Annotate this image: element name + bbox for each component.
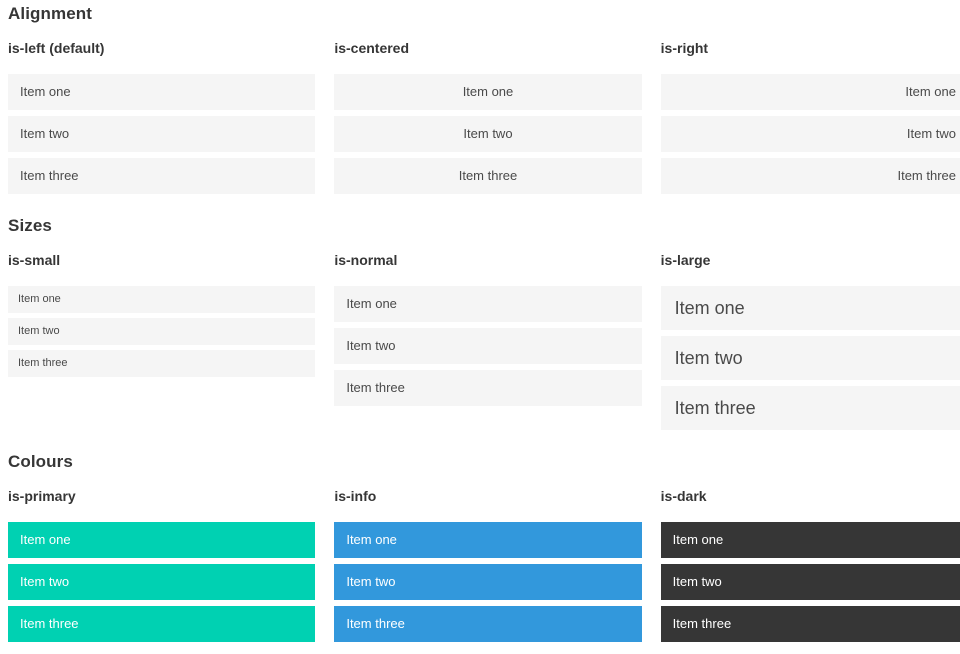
- list-item[interactable]: Item three: [8, 158, 316, 194]
- section-title-alignment: Alignment: [8, 4, 93, 23]
- list-item[interactable]: Item two: [8, 116, 316, 152]
- list-item[interactable]: Item three: [660, 606, 960, 642]
- variant-label-is-centered: is-centered: [334, 40, 410, 56]
- variant-label-is-right: is-right: [660, 40, 709, 56]
- list-item[interactable]: Item one: [334, 74, 642, 110]
- list-item[interactable]: Item three: [8, 350, 316, 377]
- variant-label-is-small: is-small: [8, 252, 61, 268]
- list-item[interactable]: Item three: [334, 370, 642, 406]
- list-item[interactable]: Item one: [660, 286, 960, 330]
- list-item[interactable]: Item two: [8, 318, 316, 345]
- alignment-demo-grid: is-left (default) Item one Item two Item…: [8, 40, 960, 194]
- demo-column-is-dark: is-dark Item one Item two Item three: [660, 488, 960, 642]
- list-item[interactable]: Item one: [8, 522, 316, 558]
- list-item[interactable]: Item two: [660, 564, 960, 600]
- list-item[interactable]: Item one: [334, 286, 642, 322]
- demo-column-is-left: is-left (default) Item one Item two Item…: [8, 40, 316, 194]
- list-item[interactable]: Item two: [660, 336, 960, 380]
- item-list-is-dark: Item one Item two Item three: [660, 522, 960, 642]
- colours-demo-grid: is-primary Item one Item two Item three …: [8, 488, 960, 642]
- item-list-is-info: Item one Item two Item three: [334, 522, 642, 642]
- list-item[interactable]: Item two: [8, 564, 316, 600]
- section-title-sizes: Sizes: [8, 216, 52, 235]
- list-item[interactable]: Item one: [8, 286, 316, 313]
- sizes-demo-grid: is-small Item one Item two Item three is…: [8, 252, 960, 430]
- item-list-is-primary: Item one Item two Item three: [8, 522, 316, 642]
- demo-column-is-large: is-large Item one Item two Item three: [660, 252, 960, 430]
- item-list-is-left: Item one Item two Item three: [8, 74, 316, 194]
- list-item[interactable]: Item one: [660, 522, 960, 558]
- item-list-is-large: Item one Item two Item three: [660, 286, 960, 430]
- list-item[interactable]: Item three: [660, 158, 960, 194]
- item-list-is-right: Item one Item two Item three: [660, 74, 960, 194]
- list-item[interactable]: Item one: [660, 74, 960, 110]
- list-item[interactable]: Item three: [660, 386, 960, 430]
- variant-label-is-left: is-left (default): [8, 40, 105, 56]
- variant-label-is-large: is-large: [660, 252, 711, 268]
- demo-column-is-normal: is-normal Item one Item two Item three: [334, 252, 642, 406]
- variant-label-is-primary: is-primary: [8, 488, 76, 504]
- item-list-is-centered: Item one Item two Item three: [334, 74, 642, 194]
- section-title-colours: Colours: [8, 452, 73, 471]
- variant-label-is-normal: is-normal: [334, 252, 398, 268]
- list-item[interactable]: Item two: [334, 116, 642, 152]
- list-item[interactable]: Item one: [8, 74, 316, 110]
- variant-label-is-info: is-info: [334, 488, 377, 504]
- variant-label-is-dark: is-dark: [660, 488, 707, 504]
- list-item[interactable]: Item two: [660, 116, 960, 152]
- list-item[interactable]: Item two: [334, 564, 642, 600]
- list-item[interactable]: Item three: [334, 158, 642, 194]
- item-list-is-small: Item one Item two Item three: [8, 286, 316, 377]
- demo-column-is-small: is-small Item one Item two Item three: [8, 252, 316, 377]
- list-item[interactable]: Item three: [334, 606, 642, 642]
- demo-column-is-info: is-info Item one Item two Item three: [334, 488, 642, 642]
- list-item[interactable]: Item two: [334, 328, 642, 364]
- demo-column-is-right: is-right Item one Item two Item three: [660, 40, 960, 194]
- demo-column-is-centered: is-centered Item one Item two Item three: [334, 40, 642, 194]
- list-item[interactable]: Item one: [334, 522, 642, 558]
- item-list-is-normal: Item one Item two Item three: [334, 286, 642, 406]
- list-item[interactable]: Item three: [8, 606, 316, 642]
- demo-column-is-primary: is-primary Item one Item two Item three: [8, 488, 316, 642]
